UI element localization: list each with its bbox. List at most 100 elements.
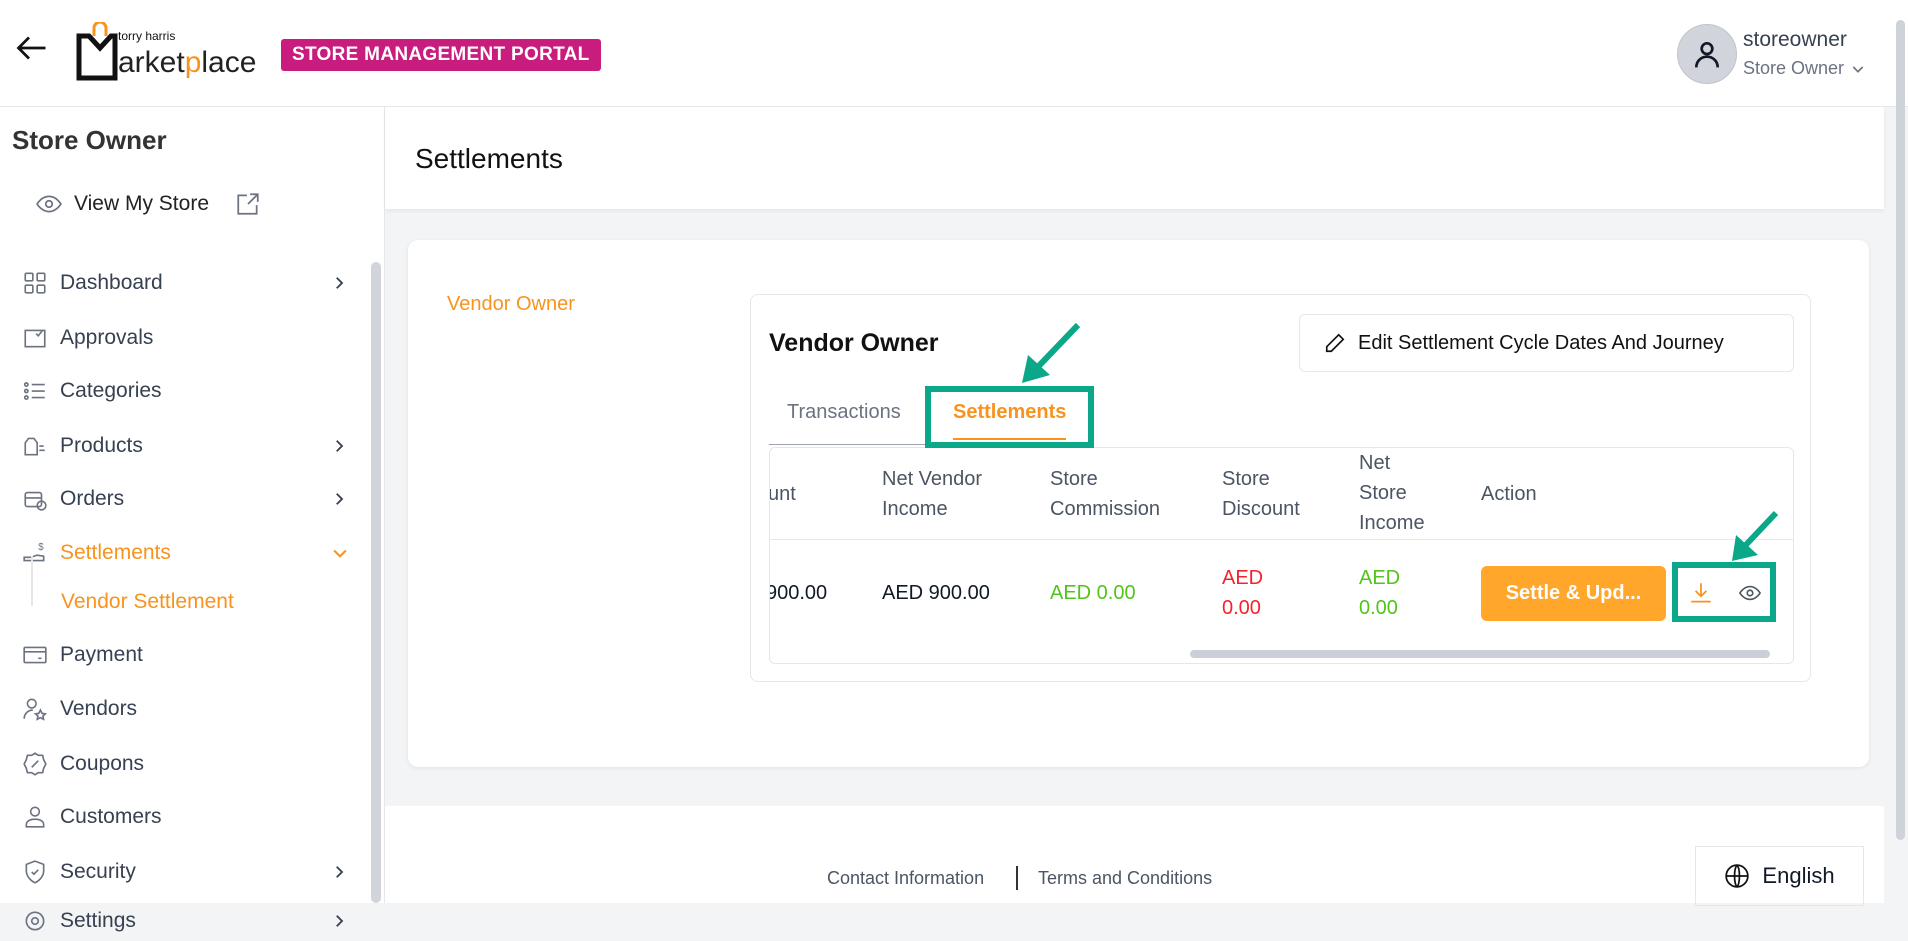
settle-update-button[interactable]: Settle & Upd... <box>1481 566 1666 621</box>
footer-divider <box>1016 866 1018 890</box>
gear-icon <box>22 908 48 934</box>
sidebar-item-vendor-settlement[interactable]: Vendor Settlement <box>0 582 360 622</box>
cell-net-vendor-income: AED 900.00 <box>882 582 990 604</box>
settlement-card: Vendor Owner Vendor Owner Edit Settlemen… <box>408 240 1869 767</box>
chevron-down-icon <box>1852 65 1864 73</box>
panel-title: Vendor Owner <box>769 329 939 357</box>
annotation-box-settlements-tab <box>925 386 1094 448</box>
sidebar-title: Store Owner <box>12 125 167 155</box>
sidebar-item-vendors[interactable]: Vendors <box>0 689 360 729</box>
annotation-arrow-icon <box>1022 322 1081 383</box>
page-title: Settlements <box>415 143 563 174</box>
sidebar-item-settings[interactable]: Settings <box>0 901 360 941</box>
language-label: English <box>1762 863 1835 888</box>
sidebar-item-label: Settlements <box>60 541 171 564</box>
pencil-icon <box>1325 333 1345 353</box>
language-selector[interactable]: English <box>1695 846 1864 906</box>
list-icon <box>22 378 48 404</box>
sidebar-scrollbar[interactable] <box>371 262 381 903</box>
sidebar-item-categories[interactable]: Categories <box>0 371 360 411</box>
shield-icon <box>22 859 48 885</box>
page-scrollbar[interactable] <box>1896 20 1905 840</box>
sidebar-item-dashboard[interactable]: Dashboard <box>0 263 360 303</box>
footer: Contact Information Terms and Conditions… <box>385 806 1884 906</box>
edit-settlement-cycle-button[interactable]: Edit Settlement Cycle Dates And Journey <box>1299 314 1794 372</box>
annotation-arrow-icon <box>1732 510 1779 561</box>
sidebar-item-label: Security <box>60 860 136 883</box>
tab-settlements[interactable]: Settlements <box>953 401 1067 440</box>
cell-store-discount: AED 0.00 <box>1222 567 1264 619</box>
card-icon <box>22 642 48 668</box>
header-store-discount: Store Discount <box>1222 468 1300 520</box>
svg-text:torry harris: torry harris <box>118 29 175 43</box>
settlements-table: unt Net Vendor Income Store Commission S… <box>769 447 1794 664</box>
vendors-icon <box>22 696 48 722</box>
avatar[interactable] <box>1677 24 1737 84</box>
contact-information-link[interactable]: Contact Information <box>827 868 985 888</box>
chevron-down-icon <box>330 543 350 563</box>
orders-icon <box>22 486 48 512</box>
view-my-store-link[interactable]: View My Store <box>36 187 261 221</box>
sidebar-item-coupons[interactable]: Coupons <box>0 744 360 784</box>
download-icon[interactable] <box>1688 580 1714 606</box>
sidebar-item-label: Payment <box>60 643 143 666</box>
user-role-dropdown[interactable]: Store Owner <box>1743 58 1866 79</box>
chevron-right-icon <box>330 863 348 881</box>
header-amount: unt <box>769 483 796 505</box>
user-role: Store Owner <box>1743 58 1845 78</box>
cell-store-commission: AED 0.00 <box>1050 582 1136 604</box>
terms-link[interactable]: Terms and Conditions <box>1038 868 1213 888</box>
top-header: torry harris arketplace STORE MANAGEMENT… <box>0 0 1908 840</box>
sidebar-item-label: Categories <box>60 379 162 402</box>
external-link-icon <box>237 193 259 215</box>
header-store-commission: Store Commission <box>1050 468 1161 520</box>
cell-amount: 900.00 <box>769 582 828 604</box>
table-row: 900.00 AED 900.00 AED 0.00 AED 0.00 AED … <box>769 540 1793 650</box>
sidebar-item-settlements[interactable]: $ Settlements <box>0 533 360 573</box>
svg-text:arketplace: arketplace <box>118 46 256 79</box>
sidebar-item-label: Customers <box>60 805 162 828</box>
svg-text:$: $ <box>38 542 44 553</box>
eye-icon <box>36 195 62 213</box>
submenu-line <box>31 556 33 606</box>
dashboard-icon <box>22 270 48 296</box>
sidebar-item-label: Coupons <box>60 752 145 775</box>
globe-icon <box>1725 864 1750 888</box>
chevron-right-icon <box>330 437 348 455</box>
back-arrow-icon[interactable] <box>14 30 50 66</box>
sidebar-item-products[interactable]: Products <box>0 426 360 466</box>
coupon-icon <box>22 751 48 777</box>
settlements-icon: $ <box>22 540 48 566</box>
sidebar-item-label: Settings <box>60 909 136 932</box>
header-action: Action <box>1481 483 1537 505</box>
eye-icon[interactable] <box>1738 582 1762 604</box>
tab-transactions[interactable]: Transactions <box>787 401 901 423</box>
bag-icon <box>22 433 48 459</box>
sidebar-item-orders[interactable]: Orders <box>0 479 360 519</box>
edit-button-label: Edit Settlement Cycle Dates And Journey <box>1358 331 1724 354</box>
header-net-store-income: Net Store Income <box>1359 452 1425 534</box>
portal-badge: STORE MANAGEMENT PORTAL <box>281 39 601 71</box>
annotation-box-action-icons <box>1672 562 1776 622</box>
view-my-store-label: View My Store <box>74 192 209 215</box>
vendor-panel: Vendor Owner Edit Settlement Cycle Dates… <box>750 294 1811 682</box>
sidebar-item-security[interactable]: Security <box>0 852 360 892</box>
chevron-right-icon <box>330 912 348 930</box>
sidebar-item-label: Products <box>60 434 143 457</box>
sidebar-item-approvals[interactable]: Approvals <box>0 318 360 358</box>
marketplace-logo: torry harris arketplace <box>76 22 271 84</box>
approvals-icon <box>22 325 48 351</box>
header-net-vendor-income: Net Vendor Income <box>882 468 983 520</box>
user-name: storeowner <box>1743 28 1847 51</box>
sidebar-item-label: Vendor Settlement <box>61 590 234 613</box>
sidebar-item-label: Dashboard <box>60 271 163 294</box>
table-header-row: unt Net Vendor Income Store Commission S… <box>769 448 1793 540</box>
sidebar-item-payment[interactable]: Payment <box>0 635 360 675</box>
chevron-right-icon <box>330 274 348 292</box>
sidebar: Store Owner View My Store Dashboard Appro… <box>0 107 385 932</box>
sidebar-item-customers[interactable]: Customers <box>0 797 360 837</box>
sidebar-item-label: Vendors <box>60 697 138 720</box>
table-horizontal-scrollbar[interactable] <box>1190 650 1770 658</box>
page-title-bar: Settlements <box>385 107 1884 209</box>
vendor-owner-link[interactable]: Vendor Owner <box>447 293 575 315</box>
